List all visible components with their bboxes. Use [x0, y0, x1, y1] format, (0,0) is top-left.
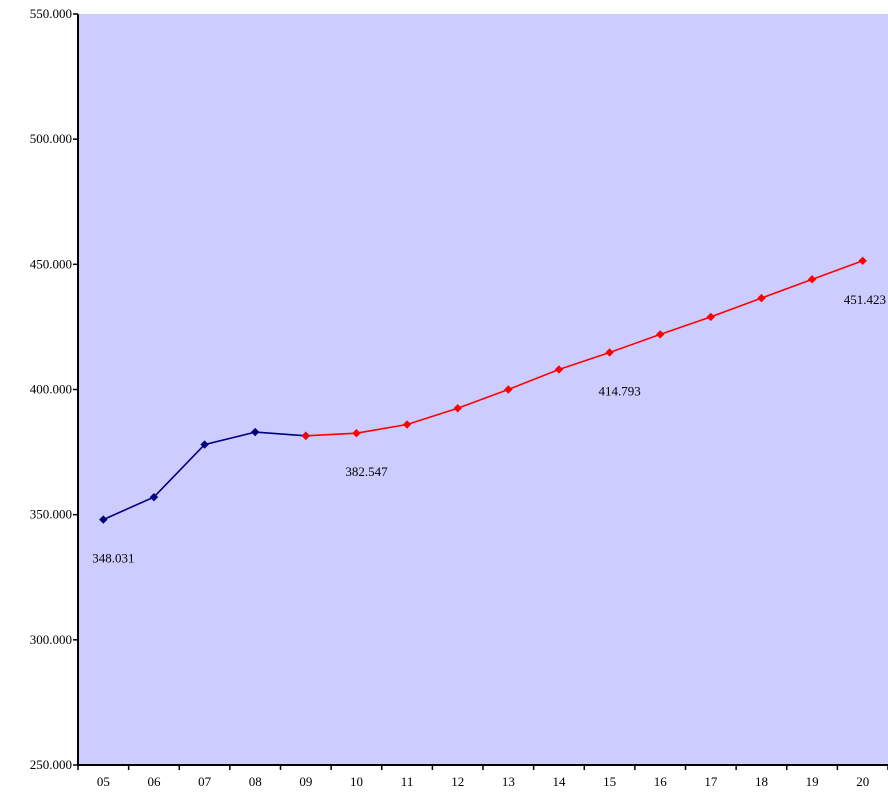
- data-point-marker: [554, 365, 564, 374]
- data-point-marker: [99, 515, 108, 524]
- data-point-marker: [402, 420, 412, 429]
- axes: 250.000 300.000 350.000 400.000 450.000 500.0…: [30, 6, 888, 789]
- data-point-marker: [149, 492, 159, 502]
- x-tick-label: 20: [856, 774, 869, 789]
- data-point-marker: [352, 428, 361, 438]
- y-tick-label: 250.000: [30, 757, 72, 772]
- x-tick-label: 18: [755, 774, 768, 789]
- x-tick-label: 15: [603, 774, 616, 789]
- data-label: 382.547: [345, 464, 388, 479]
- data-point-marker: [605, 348, 614, 357]
- x-tick-label: 10: [350, 774, 363, 789]
- data-label: 348.031: [92, 551, 134, 566]
- y-tick-label: 350.000: [30, 507, 72, 522]
- x-tick-label: 17: [704, 774, 718, 789]
- data-point-marker: [453, 404, 462, 413]
- x-tick-label: 13: [502, 774, 515, 789]
- x-tick-label: 12: [451, 774, 464, 789]
- x-tick-label: 16: [654, 774, 668, 789]
- data-point-marker: [250, 427, 260, 437]
- labels-layer: 348.031 382.547 414.793 451.423: [92, 292, 886, 566]
- series-layer: [99, 256, 867, 524]
- x-tick-label: 14: [552, 774, 566, 789]
- x-tick-label: 07: [198, 774, 212, 789]
- x-tick-label: 19: [806, 774, 819, 789]
- x-tick-label: 08: [249, 774, 262, 789]
- x-tick-label: 05: [97, 774, 110, 789]
- data-point-marker: [200, 440, 209, 449]
- data-point-marker: [858, 256, 867, 265]
- data-point-marker: [757, 293, 766, 303]
- x-tick-label: 09: [299, 774, 312, 789]
- y-tick-label: 500.000: [30, 131, 72, 146]
- x-tick-label: 11: [401, 774, 414, 789]
- data-point-marker: [807, 275, 817, 284]
- series-2: [301, 256, 867, 441]
- data-label: 414.793: [598, 383, 640, 398]
- series-line: [305, 260, 863, 437]
- data-label: 451.423: [844, 292, 886, 307]
- y-tick-label: 550.000: [30, 6, 72, 21]
- data-point-marker: [504, 385, 513, 394]
- plot-area: [78, 14, 888, 765]
- x-tick-label: 06: [147, 774, 161, 789]
- data-point-marker: [706, 312, 716, 322]
- y-tick-label: 300.000: [30, 632, 72, 647]
- y-tick-label: 450.000: [30, 256, 72, 271]
- y-tick-label: 400.000: [30, 382, 72, 397]
- data-point-marker: [655, 330, 665, 339]
- data-point-marker: [301, 431, 311, 441]
